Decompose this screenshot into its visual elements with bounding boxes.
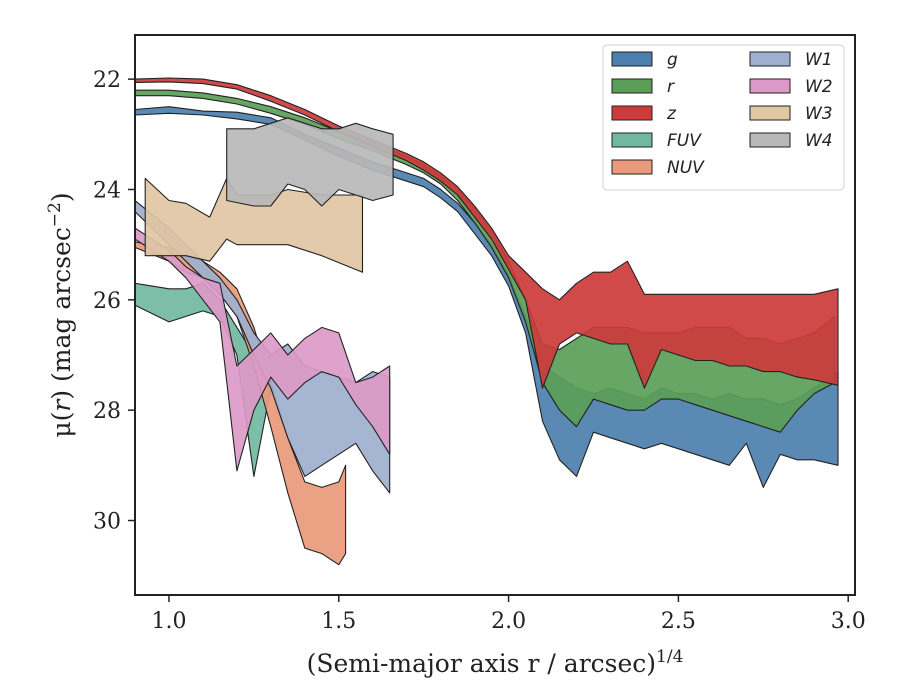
legend-swatch-w2 (749, 78, 791, 94)
x-tick-label: 2.0 (491, 609, 526, 634)
series-band-w2 (135, 227, 391, 472)
y-tick-label: 28 (93, 399, 121, 424)
legend: grz FUV NUV W1 W2 W3 W4 (602, 44, 845, 191)
series-band-z (135, 77, 839, 389)
plot-frame (134, 34, 856, 596)
series-band-w3 (144, 177, 364, 273)
legend-label-nuv: NUV (667, 158, 705, 178)
legend-label-w4: W4 (805, 131, 833, 151)
x-tick-label: 1.5 (321, 609, 356, 634)
x-tick-label: 2.5 (661, 609, 696, 634)
legend-swatch-w3 (749, 105, 791, 121)
legend-label-w2: W2 (805, 77, 833, 97)
y-axis-ticks: 22 24 26 28 30 (93, 68, 135, 535)
x-axis-ticks: 1.0 1.5 2.0 2.5 3.0 (151, 595, 866, 634)
y-tick-label: 24 (93, 178, 121, 203)
legend-swatch-g (611, 51, 653, 67)
series-band-w4 (226, 117, 394, 207)
legend-swatch-w1 (749, 51, 791, 67)
legend-label-r: r (667, 77, 675, 97)
legend-swatch-z (611, 105, 653, 121)
series-bands (135, 77, 839, 566)
legend-swatch-nuv (611, 159, 653, 175)
legend-swatch-w4 (749, 132, 791, 148)
x-tick-label: 1.0 (151, 609, 186, 634)
legend-label-w3: W3 (805, 104, 833, 124)
y-tick-label: 26 (93, 289, 121, 314)
y-tick-label: 22 (93, 68, 121, 93)
legend-label-z: z (666, 104, 677, 124)
legend-swatch-r (611, 78, 653, 94)
x-axis-label: (Semi-major axis r / arcsec)1/4 (307, 647, 684, 678)
x-tick-label: 3.0 (831, 609, 866, 634)
y-axis-label: μ(r) (mag arcsec−2) (45, 192, 76, 437)
legend-swatch-fuv (611, 132, 653, 148)
legend-label-g: g (667, 50, 678, 70)
legend-label-w1: W1 (805, 50, 833, 70)
legend-label-fuv: FUV (667, 131, 702, 151)
y-tick-label: 30 (93, 510, 121, 535)
